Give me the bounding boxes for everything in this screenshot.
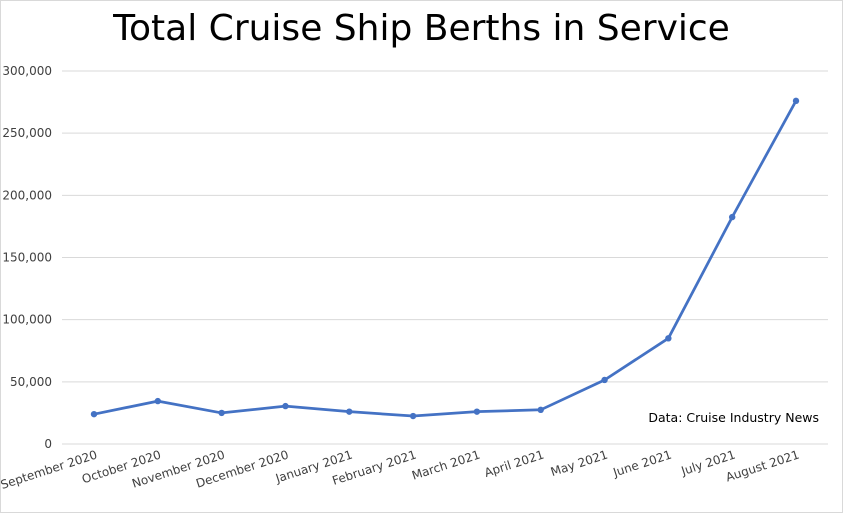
data-point [601, 376, 608, 384]
y-tick-label: 250,000 [2, 126, 52, 140]
data-point [537, 406, 544, 414]
y-tick-label: 0 [44, 437, 52, 451]
data-point [154, 397, 162, 405]
y-tick-label: 300,000 [2, 64, 52, 78]
y-tick-label: 100,000 [2, 313, 52, 327]
x-tick-label: June 2021 [610, 448, 673, 480]
x-tick-label: April 2021 [483, 448, 546, 480]
x-tick-label: March 2021 [410, 448, 482, 483]
data-point [409, 412, 417, 420]
y-tick-label: 50,000 [10, 375, 52, 389]
data-point [473, 408, 481, 415]
y-axis-ticks: 0 50,000 100,000 150,000 200,000 250,000 300,0… [2, 64, 52, 451]
source-annotation: Data: Cruise Industry News [648, 410, 819, 425]
data-point [665, 335, 672, 342]
data-point [792, 97, 800, 105]
series-group [90, 97, 800, 420]
data-point [728, 213, 736, 221]
data-point [346, 408, 353, 415]
y-tick-label: 150,000 [2, 251, 52, 265]
grid-lines [62, 70, 828, 445]
data-point [218, 409, 225, 417]
chart-title: Total Cruise Ship Berths in Service [113, 8, 730, 49]
data-point [90, 410, 98, 418]
x-tick-label: May 2021 [549, 448, 610, 480]
y-tick-label: 200,000 [2, 188, 52, 202]
series-line [92, 99, 798, 418]
data-point [282, 402, 289, 410]
x-tick-label: August 2021 [724, 448, 801, 485]
